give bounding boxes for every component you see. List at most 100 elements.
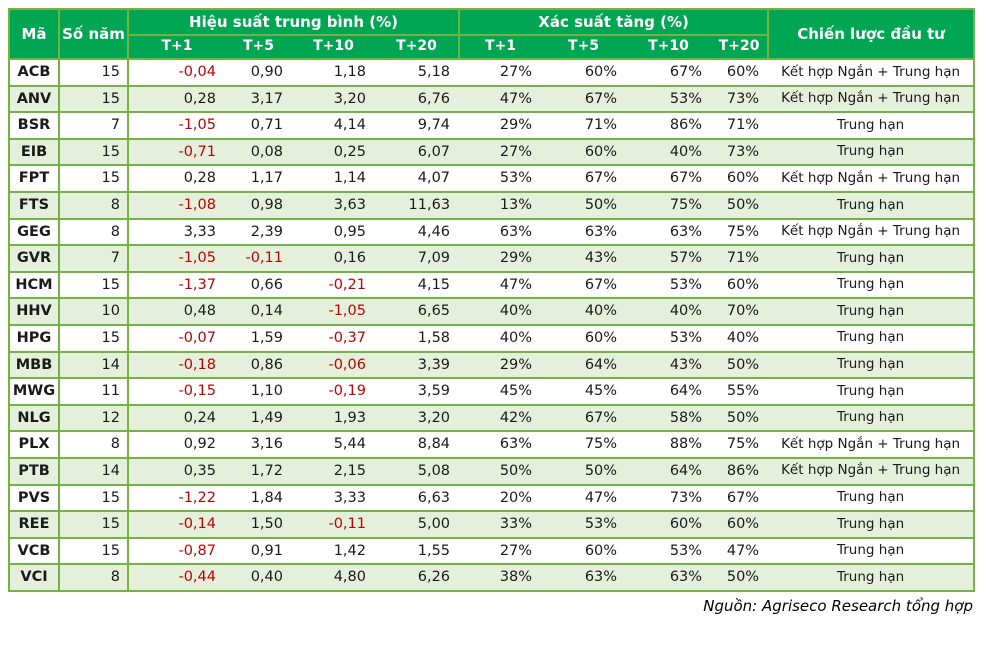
- perf-t10-cell: 0,95: [292, 217, 375, 246]
- col-header-perf-t10: T+10: [292, 35, 375, 59]
- ticker-cell: MBB: [9, 350, 60, 379]
- table-header: Mã Số năm Hiệu suất trung bình (%) Xác s…: [9, 9, 975, 59]
- ticker-cell: HPG: [9, 323, 60, 352]
- strategy-cell: Trung hạn: [768, 377, 975, 405]
- prob-t10-cell: 67%: [626, 164, 712, 192]
- prob-t20-cell: 50%: [711, 563, 769, 591]
- prob-t5-cell: 63%: [541, 563, 627, 591]
- prob-t5-cell: 71%: [541, 111, 627, 139]
- perf-t5-cell: 0,71: [225, 111, 292, 139]
- perf-t1-cell: -0,15: [128, 377, 225, 405]
- years-cell: 10: [59, 297, 129, 325]
- perf-t20-cell: 7,09: [375, 244, 460, 272]
- prob-t20-cell: 60%: [711, 270, 769, 299]
- years-cell: 14: [59, 456, 129, 485]
- table-row: HHV 10 0,48 0,14 -1,05 6,65 40% 40% 40% …: [9, 297, 975, 325]
- strategy-cell: Trung hạn: [768, 244, 975, 272]
- perf-t1-cell: -0,87: [128, 536, 225, 565]
- prob-t5-cell: 40%: [541, 297, 627, 325]
- perf-t1-cell: -1,05: [128, 111, 225, 139]
- perf-t5-cell: 3,16: [225, 430, 292, 458]
- col-header-ticker: Mã: [9, 9, 60, 59]
- table-row: VCI 8 -0,44 0,40 4,80 6,26 38% 63% 63% 5…: [9, 563, 975, 591]
- perf-t5-cell: 1,59: [225, 323, 292, 352]
- perf-t1-cell: -0,04: [128, 58, 225, 86]
- ticker-cell: FPT: [9, 164, 60, 192]
- perf-t20-cell: 5,18: [375, 58, 460, 86]
- prob-t20-cell: 50%: [711, 350, 769, 379]
- perf-t20-cell: 6,65: [375, 297, 460, 325]
- prob-t20-cell: 71%: [711, 244, 769, 272]
- prob-t10-cell: 64%: [626, 456, 712, 485]
- prob-t1-cell: 29%: [459, 244, 542, 272]
- perf-t1-cell: 3,33: [128, 217, 225, 246]
- table-row: FTS 8 -1,08 0,98 3,63 11,63 13% 50% 75% …: [9, 190, 975, 219]
- ticker-cell: REE: [9, 510, 60, 538]
- prob-t5-cell: 75%: [541, 430, 627, 458]
- prob-t1-cell: 47%: [459, 84, 542, 113]
- perf-t20-cell: 6,76: [375, 84, 460, 113]
- col-header-prob-t1: T+1: [459, 35, 542, 59]
- perf-t1-cell: -1,37: [128, 270, 225, 299]
- perf-t1-cell: 0,24: [128, 403, 225, 432]
- perf-t5-cell: 2,39: [225, 217, 292, 246]
- ticker-cell: HCM: [9, 270, 60, 299]
- prob-t10-cell: 53%: [626, 84, 712, 113]
- ticker-cell: MWG: [9, 377, 60, 405]
- perf-t1-cell: -0,18: [128, 350, 225, 379]
- prob-t1-cell: 27%: [459, 137, 542, 166]
- prob-t10-cell: 53%: [626, 270, 712, 299]
- perf-t5-cell: 0,91: [225, 536, 292, 565]
- prob-t10-cell: 53%: [626, 536, 712, 565]
- col-group-performance: Hiệu suất trung bình (%): [128, 9, 461, 36]
- perf-t5-cell: 0,40: [225, 563, 292, 591]
- prob-t10-cell: 75%: [626, 190, 712, 219]
- strategy-cell: Trung hạn: [768, 403, 975, 432]
- prob-t20-cell: 50%: [711, 403, 769, 432]
- perf-t1-cell: 0,28: [128, 84, 225, 113]
- perf-t5-cell: -0,11: [225, 244, 292, 272]
- prob-t20-cell: 86%: [711, 456, 769, 485]
- prob-t20-cell: 40%: [711, 323, 769, 352]
- perf-t20-cell: 3,59: [375, 377, 460, 405]
- prob-t5-cell: 60%: [541, 323, 627, 352]
- prob-t20-cell: 67%: [711, 483, 769, 512]
- perf-t20-cell: 3,20: [375, 403, 460, 432]
- perf-t5-cell: 0,86: [225, 350, 292, 379]
- prob-t10-cell: 88%: [626, 430, 712, 458]
- perf-t10-cell: 2,15: [292, 456, 375, 485]
- ticker-cell: PLX: [9, 430, 60, 458]
- strategy-cell: Trung hạn: [768, 563, 975, 591]
- prob-t5-cell: 67%: [541, 403, 627, 432]
- years-cell: 7: [59, 244, 129, 272]
- perf-t20-cell: 5,08: [375, 456, 460, 485]
- strategy-cell: Kết hợp Ngắn + Trung hạn: [768, 84, 975, 113]
- perf-t10-cell: -0,19: [292, 377, 375, 405]
- perf-t1-cell: 0,92: [128, 430, 225, 458]
- strategy-cell: Trung hạn: [768, 323, 975, 352]
- prob-t5-cell: 43%: [541, 244, 627, 272]
- perf-t5-cell: 1,10: [225, 377, 292, 405]
- years-cell: 15: [59, 323, 129, 352]
- prob-t10-cell: 43%: [626, 350, 712, 379]
- prob-t1-cell: 27%: [459, 536, 542, 565]
- prob-t10-cell: 40%: [626, 297, 712, 325]
- strategy-cell: Trung hạn: [768, 297, 975, 325]
- prob-t1-cell: 40%: [459, 323, 542, 352]
- prob-t10-cell: 67%: [626, 58, 712, 86]
- ticker-cell: ANV: [9, 84, 60, 113]
- strategy-cell: Trung hạn: [768, 483, 975, 512]
- strategy-cell: Trung hạn: [768, 350, 975, 379]
- perf-t5-cell: 1,49: [225, 403, 292, 432]
- col-header-years: Số năm: [59, 9, 129, 59]
- strategy-cell: Kết hợp Ngắn + Trung hạn: [768, 58, 975, 86]
- years-cell: 8: [59, 563, 129, 591]
- years-cell: 15: [59, 58, 129, 86]
- table-row: NLG 12 0,24 1,49 1,93 3,20 42% 67% 58% 5…: [9, 403, 975, 432]
- prob-t5-cell: 63%: [541, 217, 627, 246]
- prob-t10-cell: 64%: [626, 377, 712, 405]
- perf-t20-cell: 6,63: [375, 483, 460, 512]
- table-row: PLX 8 0,92 3,16 5,44 8,84 63% 75% 88% 75…: [9, 430, 975, 458]
- prob-t5-cell: 47%: [541, 483, 627, 512]
- years-cell: 8: [59, 430, 129, 458]
